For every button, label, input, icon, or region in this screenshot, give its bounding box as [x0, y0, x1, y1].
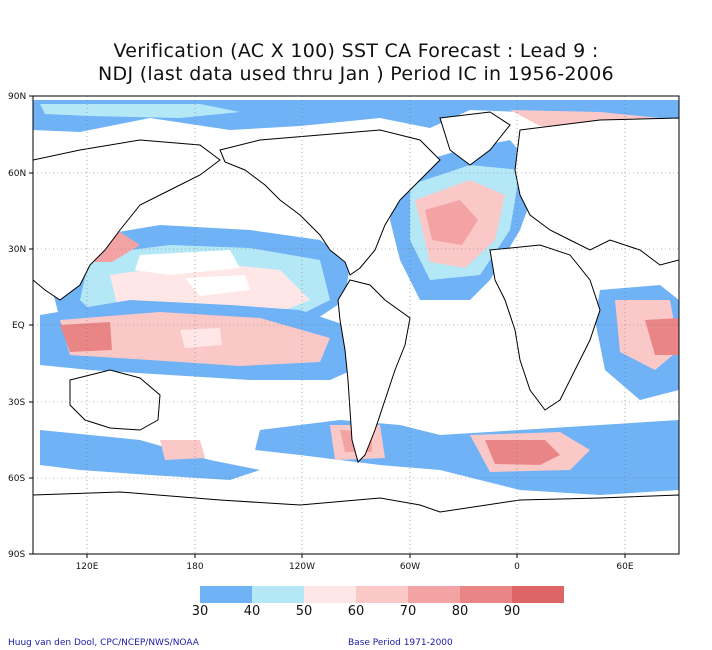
natl-red [425, 200, 478, 245]
indian-red [645, 318, 679, 355]
legend-label-70: 70 [399, 604, 417, 619]
continents [33, 111, 679, 554]
tpac-red [60, 322, 112, 352]
legend-swatch-0 [200, 586, 252, 603]
east-asia [33, 139, 221, 301]
lon-label-120e: 120E [76, 562, 99, 572]
axis-ticks [29, 95, 626, 558]
map-field [33, 96, 679, 554]
footer-base-period: Base Period 1971-2000 [348, 638, 453, 648]
npac-white-hole2 [185, 275, 250, 296]
lat-label-60s: 60S [8, 474, 25, 484]
legend-swatch-4 [408, 586, 460, 603]
legend-colorbar [200, 586, 564, 603]
lat-label-90n: 90N [8, 92, 26, 102]
south-west-pink [160, 440, 205, 460]
lat-label-eq: EQ [12, 321, 25, 331]
lat-label-30s: 30S [8, 398, 25, 408]
greenland [439, 111, 511, 166]
eurasia [514, 117, 679, 266]
legend-swatch-1 [252, 586, 304, 603]
legend-label-90: 90 [503, 604, 521, 619]
legend-swatch-5 [460, 586, 512, 603]
footer-credit: Huug van den Dool, CPC/NCEP/NWS/NOAA [8, 638, 199, 648]
legend-label-40: 40 [243, 604, 261, 619]
antarctica [33, 491, 679, 554]
tpac-white1 [180, 328, 222, 348]
north-america [219, 129, 441, 276]
south-america [337, 279, 411, 463]
lat-label-90s: 90S [8, 550, 25, 560]
lon-label-0: 0 [514, 562, 520, 572]
south-west-blue [40, 430, 260, 480]
lon-label-120w: 120W [289, 562, 315, 572]
legend-label-60: 60 [347, 604, 365, 619]
legend-label-50: 50 [295, 604, 313, 619]
lon-label-60e: 60E [616, 562, 633, 572]
legend-swatch-2 [304, 586, 356, 603]
lat-label-60n: 60N [8, 169, 26, 179]
south-red2 [485, 440, 560, 465]
chart-title-line-1: Verification (AC X 100) SST CA Forecast … [113, 40, 599, 62]
lon-label-180: 180 [186, 562, 203, 572]
legend-swatch-3 [356, 586, 408, 603]
grid-lines [33, 96, 679, 554]
lon-label-60w: 60W [400, 562, 420, 572]
legend-label-80: 80 [451, 604, 469, 619]
lat-label-30n: 30N [8, 245, 26, 255]
legend-swatch-6 [512, 586, 564, 603]
legend-label-30: 30 [191, 604, 209, 619]
australia [69, 369, 161, 431]
chart-title-line-2: NDJ (last data used thru Jan ) Period IC… [98, 63, 614, 85]
npac-white-hole1 [135, 250, 240, 275]
arctic-cyan [40, 104, 240, 118]
africa [489, 244, 601, 411]
